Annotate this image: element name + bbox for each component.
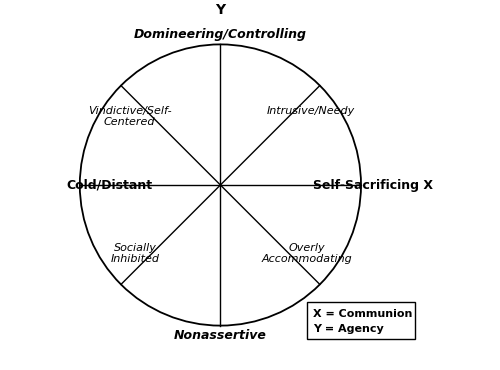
Text: Intrusive/Needy: Intrusive/Needy xyxy=(267,106,355,116)
Text: Self-Sacrificing X: Self-Sacrificing X xyxy=(313,178,433,192)
Text: X = Communion: X = Communion xyxy=(313,309,412,319)
Text: Cold/Distant: Cold/Distant xyxy=(67,178,153,192)
FancyBboxPatch shape xyxy=(308,302,414,339)
Text: Domineering/Controlling: Domineering/Controlling xyxy=(134,28,307,41)
Text: Vindictive/Self-
Centered: Vindictive/Self- Centered xyxy=(88,106,172,127)
Text: Overly
Accommodating: Overly Accommodating xyxy=(262,243,352,264)
Text: Y = Agency: Y = Agency xyxy=(313,324,384,334)
Text: Y: Y xyxy=(216,3,226,17)
Text: Socially
Inhibited: Socially Inhibited xyxy=(111,243,160,264)
Text: Nonassertive: Nonassertive xyxy=(174,329,267,342)
